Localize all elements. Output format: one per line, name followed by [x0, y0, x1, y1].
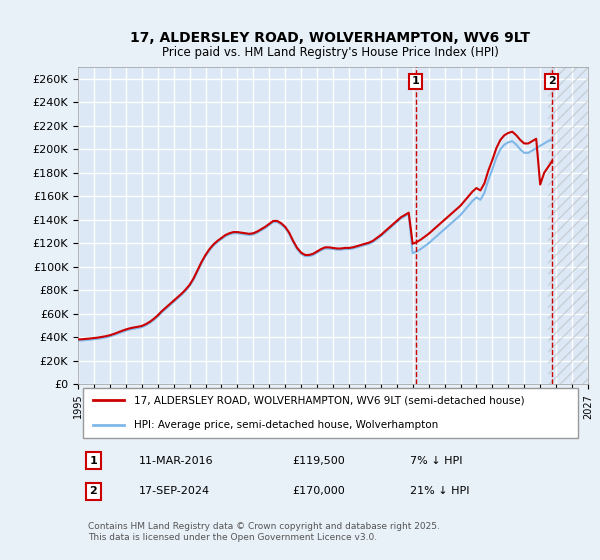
- Text: 1: 1: [89, 456, 97, 465]
- Text: £170,000: £170,000: [292, 486, 345, 496]
- Text: 21% ↓ HPI: 21% ↓ HPI: [409, 486, 469, 496]
- FancyBboxPatch shape: [83, 388, 578, 438]
- Text: 11-MAR-2016: 11-MAR-2016: [139, 456, 214, 465]
- Text: Contains HM Land Registry data © Crown copyright and database right 2025.
This d: Contains HM Land Registry data © Crown c…: [88, 522, 440, 542]
- Text: 2: 2: [548, 77, 556, 86]
- Text: 1: 1: [412, 77, 419, 86]
- Text: 17, ALDERSLEY ROAD, WOLVERHAMPTON, WV6 9LT: 17, ALDERSLEY ROAD, WOLVERHAMPTON, WV6 9…: [130, 31, 530, 45]
- Text: HPI: Average price, semi-detached house, Wolverhampton: HPI: Average price, semi-detached house,…: [134, 420, 439, 430]
- Text: Price paid vs. HM Land Registry's House Price Index (HPI): Price paid vs. HM Land Registry's House …: [161, 46, 499, 59]
- Text: 17-SEP-2024: 17-SEP-2024: [139, 486, 211, 496]
- Text: 17, ALDERSLEY ROAD, WOLVERHAMPTON, WV6 9LT (semi-detached house): 17, ALDERSLEY ROAD, WOLVERHAMPTON, WV6 9…: [134, 395, 525, 405]
- Text: 2: 2: [89, 486, 97, 496]
- Text: £119,500: £119,500: [292, 456, 345, 465]
- Text: 7% ↓ HPI: 7% ↓ HPI: [409, 456, 462, 465]
